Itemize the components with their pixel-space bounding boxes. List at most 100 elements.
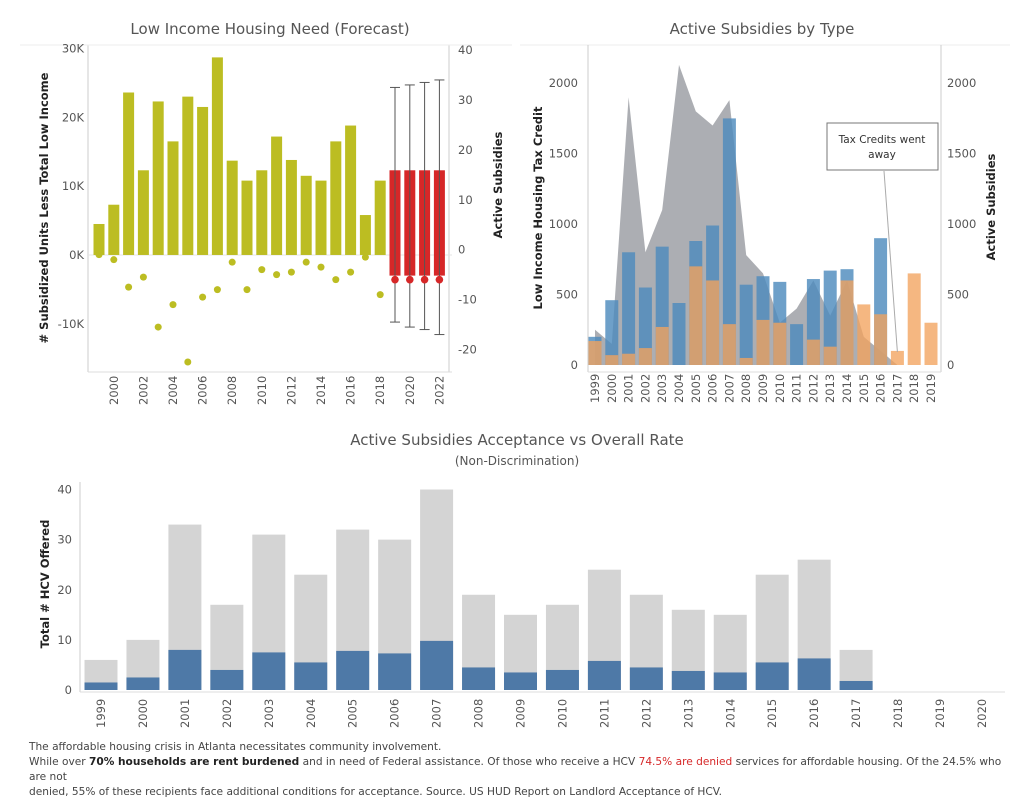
chart1-xtick-label: 2014 xyxy=(314,376,328,405)
chart1-ytick-label: 20K xyxy=(62,110,85,124)
chart3-accepted-bar xyxy=(671,670,705,690)
chart2-orange-bar xyxy=(840,280,854,365)
chart1-bar xyxy=(315,180,327,255)
chart2-blue-bar xyxy=(790,324,804,365)
chart2-blue-bar xyxy=(638,287,652,365)
chart2-y2tick-label: 500 xyxy=(947,288,969,302)
chart1-forecast-point xyxy=(435,275,444,284)
chart1-point xyxy=(317,263,325,271)
chart2-y2tick-label: 2000 xyxy=(947,76,976,90)
chart1-bar xyxy=(108,204,120,255)
chart3-accepted-bar xyxy=(462,667,496,690)
chart2-xtick-label: 2012 xyxy=(806,374,820,403)
chart3-xtick-label: 2020 xyxy=(975,699,989,728)
chart2-orange-bar xyxy=(588,341,602,365)
chart2-orange-bar xyxy=(907,273,921,365)
chart3-accepted-bar xyxy=(587,660,621,690)
chart1-bar xyxy=(300,175,312,255)
chart3-accepted-bar xyxy=(168,649,202,690)
chart1-point xyxy=(169,301,177,309)
chart2-ylabel: Low Income Housing Tax Credit xyxy=(531,106,545,309)
chart2-xtick-label: 2002 xyxy=(638,374,652,403)
chart1-point xyxy=(199,293,207,301)
chart1-y2tick-label: 40 xyxy=(458,43,473,57)
chart3-xtick-label: 2003 xyxy=(262,699,276,728)
chart2-y2tick-label: 1500 xyxy=(947,147,976,161)
chart2-xtick-label: 2008 xyxy=(739,374,753,403)
chart1-bar xyxy=(359,215,371,255)
chart3-xtick-label: 1999 xyxy=(94,699,108,728)
chart2-blue-bar xyxy=(605,300,619,365)
chart2-ytick-label: 1000 xyxy=(549,217,578,231)
chart2-ytick-label: 0 xyxy=(571,358,578,372)
chart2-xtick-label: 2001 xyxy=(622,374,636,403)
chart1-point xyxy=(243,286,251,294)
chart2-xtick-label: 2005 xyxy=(689,374,703,403)
chart3-accepted-bar xyxy=(294,662,328,690)
chart1-bar xyxy=(271,136,283,255)
chart1-bar xyxy=(197,106,209,255)
chart2-orange-bar xyxy=(689,266,703,365)
chart2-title: Active Subsidies by Type xyxy=(670,20,855,38)
chart3-accepted-bar xyxy=(797,658,831,690)
chart3-ytick-label: 40 xyxy=(57,483,72,497)
chart1-xtick-label: 2004 xyxy=(166,376,180,405)
chart2-xtick-label: 2000 xyxy=(605,374,619,403)
chart2-xtick-label: 2019 xyxy=(924,374,938,403)
chart3-accepted-bar xyxy=(210,669,244,690)
chart3-ytick-label: 10 xyxy=(57,633,72,647)
chart3-accepted-bar xyxy=(839,680,873,690)
chart2-orange-bar xyxy=(756,319,770,365)
chart1-bar xyxy=(167,141,179,255)
chart2-orange-bar xyxy=(722,324,736,365)
chart2-xtick-label: 2009 xyxy=(756,374,770,403)
chart1-xtick-label: 2016 xyxy=(344,376,358,405)
chart2-orange-bar xyxy=(739,357,753,365)
chart1-xtick-label: 2022 xyxy=(432,376,446,405)
chart1-point xyxy=(154,323,162,331)
chart3-ylabel: Total # HCV Offered xyxy=(38,520,52,649)
chart2-xtick-label: 2014 xyxy=(840,374,854,403)
chart3-accepted-bar xyxy=(126,677,160,690)
chart3-xtick-label: 2007 xyxy=(430,699,444,728)
chart1-y2tick-label: 20 xyxy=(458,143,473,157)
chart3-accepted-bar xyxy=(84,682,118,690)
chart2-orange-bar xyxy=(773,322,787,365)
chart1-xtick-label: 2002 xyxy=(136,376,150,405)
chart3-accepted-bar xyxy=(545,669,579,690)
chart3-ytick-label: 20 xyxy=(57,583,72,597)
chart3-accepted-bar xyxy=(504,672,537,690)
chart3-xtick-label: 2008 xyxy=(472,699,486,728)
chart1-bar xyxy=(137,170,149,255)
chart3-xtick-label: 2010 xyxy=(555,699,569,728)
chart3-xtick-label: 2018 xyxy=(891,699,905,728)
chart2-annotation-text: away xyxy=(868,149,896,161)
chart2-orange-bar xyxy=(605,355,619,365)
chart1-forecast-point xyxy=(391,275,399,284)
chart2-blue-bar xyxy=(823,270,837,365)
chart1-bar xyxy=(226,160,238,255)
chart1-ytick-label: -10K xyxy=(58,317,85,331)
chart3-xtick-label: 2001 xyxy=(178,699,192,728)
chart2-ytick-label: 500 xyxy=(556,288,578,302)
chart1-ytick-label: 30K xyxy=(62,41,85,55)
chart1-xtick-label: 2010 xyxy=(255,376,269,405)
chart1-point xyxy=(95,251,103,259)
chart1-point xyxy=(228,258,236,266)
chart2-orange-bar xyxy=(622,353,636,365)
footer-line-2: While over 70% households are rent burde… xyxy=(29,756,1002,783)
footer-line-3: denied, 55% of these recipients face add… xyxy=(29,786,723,798)
chart3-subtitle: (Non-Discrimination) xyxy=(455,454,579,468)
chart1-y2tick-label: 10 xyxy=(458,193,473,207)
chart3-accepted-bar xyxy=(252,652,286,690)
chart3-accepted-bar xyxy=(378,653,412,690)
chart2-ytick-label: 1500 xyxy=(549,147,578,161)
chart1-y2tick-label: -20 xyxy=(458,343,477,357)
chart2-orange-bar xyxy=(823,346,837,365)
chart1-bar xyxy=(256,170,268,255)
chart1-point xyxy=(332,276,340,284)
chart1-point xyxy=(125,283,133,291)
chart2-orange-bar xyxy=(874,314,888,365)
